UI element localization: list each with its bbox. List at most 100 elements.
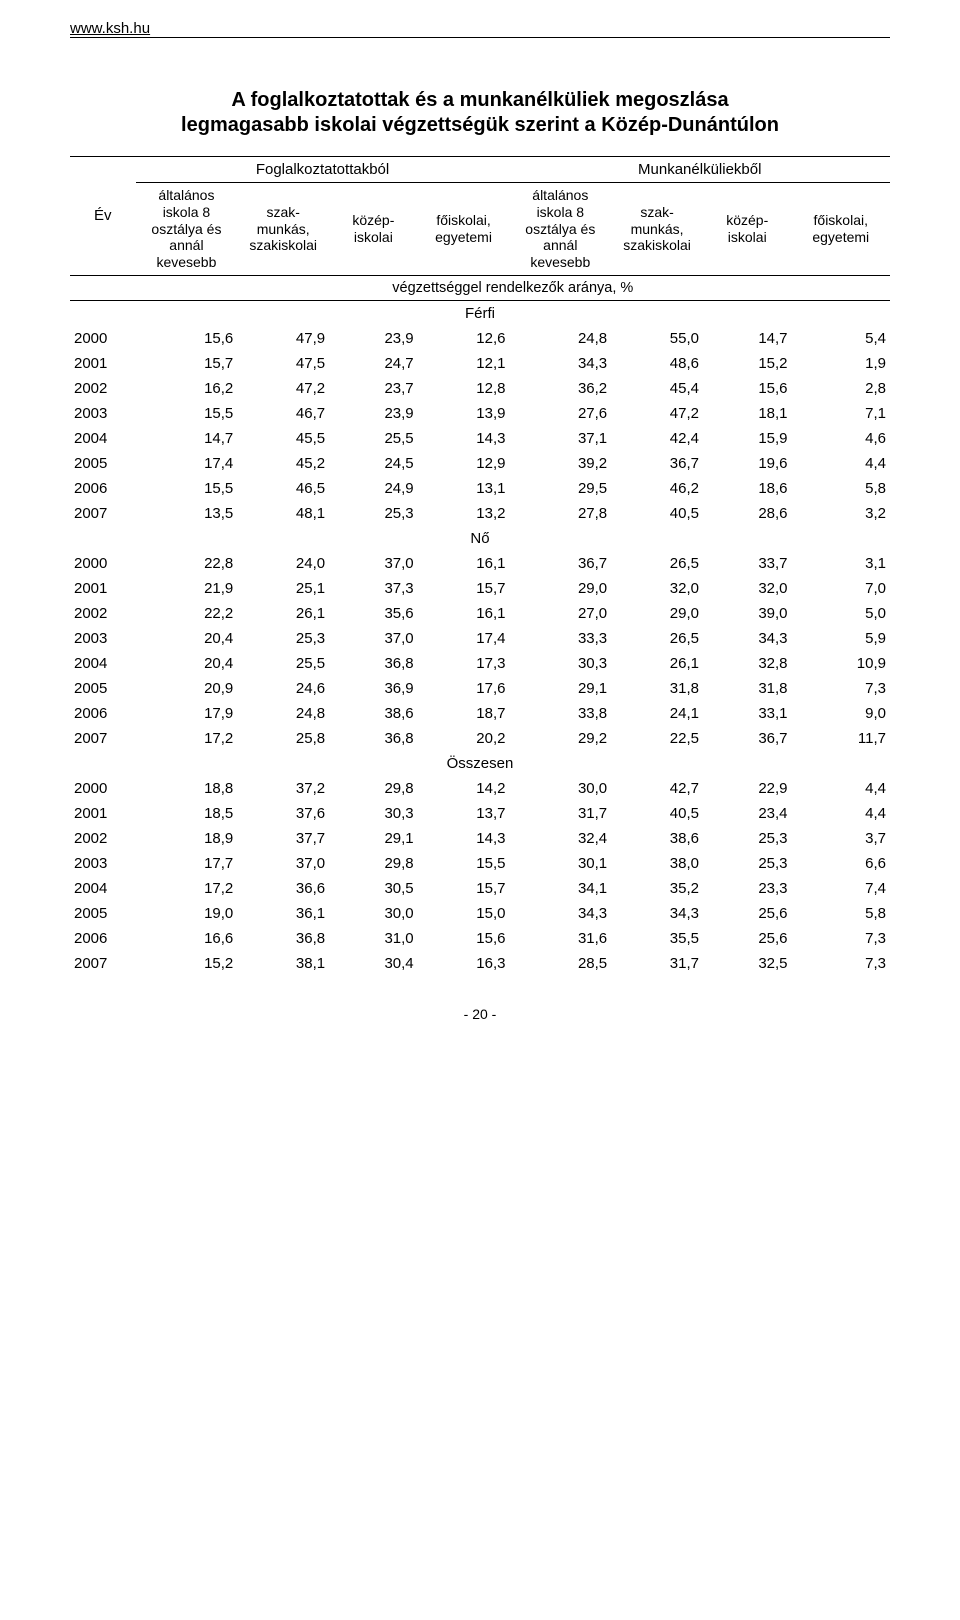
cell-year: 2001 [70,801,136,826]
cell-value: 12,1 [418,351,510,376]
cell-value: 46,5 [237,476,329,501]
cell-value: 25,5 [237,651,329,676]
cell-value: 14,7 [136,426,238,451]
cell-value: 11,7 [792,726,890,751]
cell-value: 36,9 [329,676,418,701]
cell-value: 29,0 [611,601,703,626]
cell-year: 2006 [70,701,136,726]
cell-value: 24,7 [329,351,418,376]
header-subtitle: végzettséggel rendelkezők aránya, % [136,275,890,300]
cell-value: 13,1 [418,476,510,501]
table-row: 200520,924,636,917,629,131,831,87,3 [70,676,890,701]
cell-value: 5,4 [792,326,890,351]
cell-value: 38,6 [329,701,418,726]
cell-value: 25,6 [703,926,792,951]
cell-value: 14,7 [703,326,792,351]
cell-value: 12,8 [418,376,510,401]
cell-value: 16,6 [136,926,238,951]
cell-value: 15,2 [136,951,238,976]
cell-value: 37,6 [237,801,329,826]
cell-year: 2003 [70,401,136,426]
cell-value: 13,9 [418,401,510,426]
cell-value: 46,7 [237,401,329,426]
cell-value: 20,4 [136,651,238,676]
cell-value: 48,6 [611,351,703,376]
cell-year: 2007 [70,951,136,976]
cell-value: 35,6 [329,601,418,626]
cell-year: 2007 [70,501,136,526]
cell-value: 14,2 [418,776,510,801]
cell-value: 17,2 [136,726,238,751]
cell-value: 25,3 [329,501,418,526]
cell-value: 37,7 [237,826,329,851]
header-col-4: főiskolai, egyetemi [418,183,510,276]
cell-value: 13,2 [418,501,510,526]
table-row: 200320,425,337,017,433,326,534,35,9 [70,626,890,651]
cell-value: 31,0 [329,926,418,951]
cell-value: 17,7 [136,851,238,876]
cell-value: 35,2 [611,876,703,901]
cell-value: 4,4 [792,776,890,801]
cell-value: 38,6 [611,826,703,851]
cell-value: 40,5 [611,801,703,826]
cell-value: 34,3 [509,351,611,376]
table-row: 200717,225,836,820,229,222,536,711,7 [70,726,890,751]
cell-value: 23,7 [329,376,418,401]
cell-value: 33,1 [703,701,792,726]
section-label: Férfi [70,300,890,326]
cell-value: 22,8 [136,551,238,576]
table-row: 200715,238,130,416,328,531,732,57,3 [70,951,890,976]
header-group-unemployed: Munkanélküliekből [509,157,890,183]
cell-value: 25,8 [237,726,329,751]
cell-year: 2001 [70,351,136,376]
cell-value: 7,3 [792,951,890,976]
cell-value: 18,9 [136,826,238,851]
cell-value: 42,4 [611,426,703,451]
cell-value: 4,6 [792,426,890,451]
cell-year: 2007 [70,726,136,751]
cell-value: 17,4 [418,626,510,651]
cell-value: 23,9 [329,401,418,426]
cell-value: 12,9 [418,451,510,476]
cell-value: 15,6 [418,926,510,951]
cell-value: 34,3 [611,901,703,926]
cell-year: 2003 [70,626,136,651]
cell-value: 27,0 [509,601,611,626]
cell-value: 45,2 [237,451,329,476]
section-label: Nő [70,526,890,551]
cell-year: 2004 [70,876,136,901]
cell-value: 16,2 [136,376,238,401]
cell-year: 2000 [70,326,136,351]
cell-value: 16,1 [418,601,510,626]
cell-value: 3,7 [792,826,890,851]
cell-value: 47,2 [237,376,329,401]
cell-value: 23,4 [703,801,792,826]
cell-value: 25,1 [237,576,329,601]
cell-value: 7,4 [792,876,890,901]
cell-value: 31,7 [611,951,703,976]
cell-value: 18,5 [136,801,238,826]
cell-value: 15,6 [136,326,238,351]
cell-value: 14,3 [418,826,510,851]
cell-value: 14,3 [418,426,510,451]
cell-value: 6,6 [792,851,890,876]
cell-value: 1,9 [792,351,890,376]
cell-value: 18,6 [703,476,792,501]
table-row: 200414,745,525,514,337,142,415,94,6 [70,426,890,451]
cell-value: 36,7 [611,451,703,476]
cell-year: 2006 [70,926,136,951]
cell-value: 3,1 [792,551,890,576]
table-row: 200517,445,224,512,939,236,719,64,4 [70,451,890,476]
table-row: 200317,737,029,815,530,138,025,36,6 [70,851,890,876]
cell-value: 55,0 [611,326,703,351]
page-number: - 20 - [70,1006,890,1022]
cell-year: 2002 [70,826,136,851]
cell-value: 29,1 [509,676,611,701]
cell-value: 16,3 [418,951,510,976]
cell-value: 30,5 [329,876,418,901]
cell-value: 36,8 [237,926,329,951]
cell-value: 7,1 [792,401,890,426]
cell-value: 24,8 [237,701,329,726]
cell-value: 24,1 [611,701,703,726]
cell-value: 15,7 [418,576,510,601]
